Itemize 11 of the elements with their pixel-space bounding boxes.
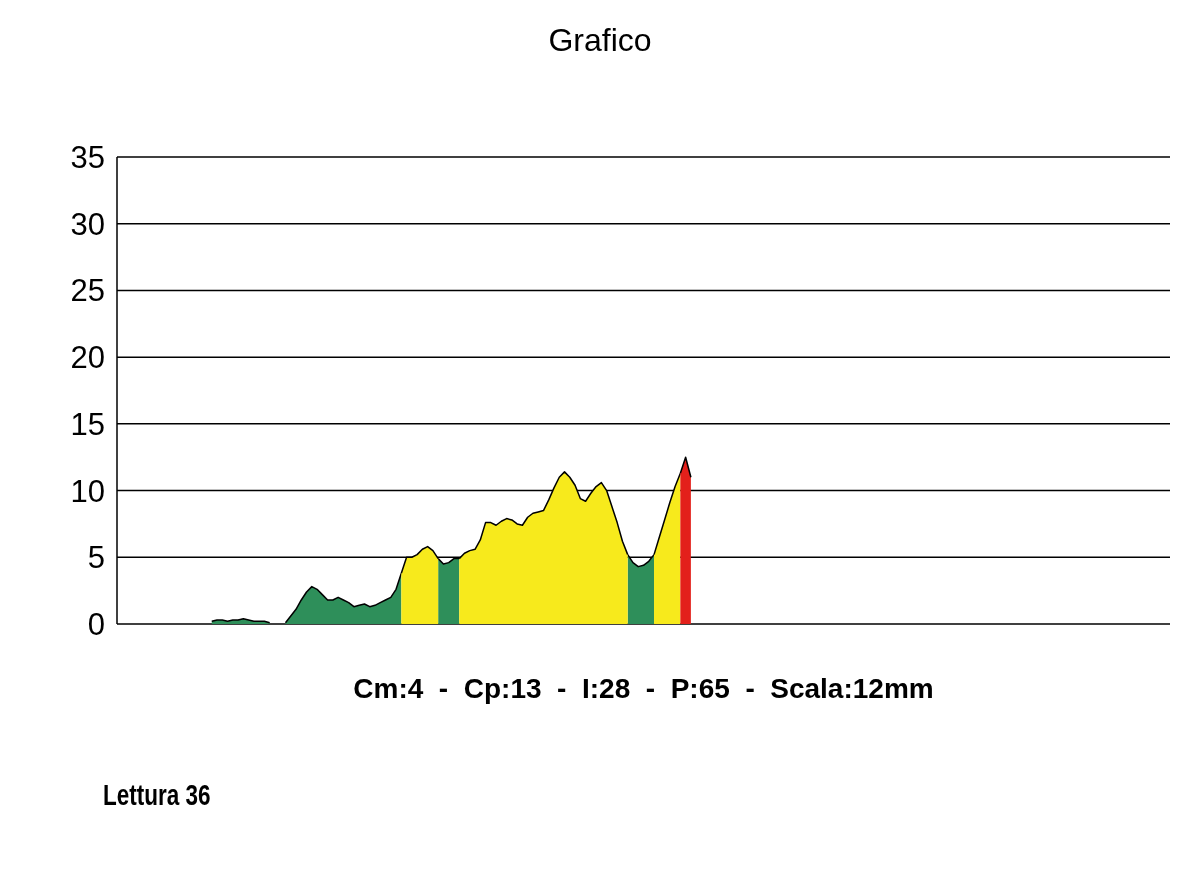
x-axis-title: Cm:4 - Cp:13 - I:28 - P:65 - Scala:12mm [352,673,935,705]
y-tick-label: 15 [70,406,105,442]
y-tick-label: 30 [70,206,105,242]
text: Lettura 36 [103,778,211,812]
y-tick-label: 10 [70,473,105,509]
chart-title: Grafico [547,22,653,59]
y-tick-label: 5 [87,540,105,576]
y-tick-label: 0 [87,607,105,643]
y-tick-label: 25 [70,273,105,309]
y-tick-label: 20 [70,340,105,376]
y-tick-label: 35 [70,140,105,176]
